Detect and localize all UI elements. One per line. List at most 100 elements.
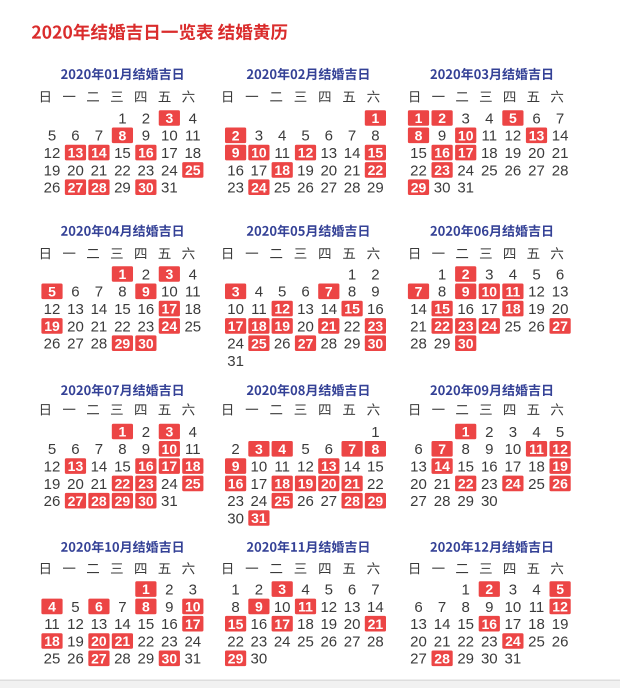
svg-text:17: 17	[162, 301, 178, 317]
svg-text:28: 28	[344, 493, 360, 509]
svg-text:16: 16	[482, 616, 498, 632]
svg-text:8: 8	[438, 284, 446, 301]
svg-text:18: 18	[274, 476, 290, 492]
svg-text:26: 26	[44, 336, 61, 353]
svg-text:1: 1	[415, 110, 423, 126]
svg-text:21: 21	[321, 318, 337, 334]
svg-text:30: 30	[368, 335, 384, 351]
svg-text:6: 6	[71, 128, 79, 145]
svg-text:21: 21	[552, 145, 569, 162]
svg-text:6: 6	[556, 266, 564, 283]
svg-text:19: 19	[505, 145, 522, 162]
svg-text:2: 2	[142, 110, 150, 127]
svg-text:4: 4	[301, 582, 309, 599]
svg-text:14: 14	[552, 128, 569, 145]
svg-text:19: 19	[298, 476, 314, 492]
svg-text:9: 9	[485, 599, 493, 616]
svg-text:14: 14	[344, 459, 361, 476]
svg-text:9: 9	[232, 145, 240, 161]
svg-text:9: 9	[142, 441, 150, 458]
svg-text:15: 15	[457, 616, 474, 633]
svg-text:23: 23	[161, 633, 178, 650]
svg-text:13: 13	[529, 127, 545, 143]
svg-text:5: 5	[48, 128, 56, 145]
svg-text:18: 18	[44, 633, 60, 649]
svg-text:12: 12	[274, 301, 290, 317]
svg-text:11: 11	[529, 599, 545, 616]
svg-text:5: 5	[301, 441, 309, 458]
svg-text:2: 2	[438, 110, 446, 126]
svg-text:9: 9	[255, 599, 263, 615]
svg-text:16: 16	[161, 616, 178, 633]
svg-text:20: 20	[297, 318, 314, 335]
svg-text:3: 3	[278, 581, 286, 597]
svg-text:28: 28	[367, 633, 384, 650]
svg-text:3: 3	[232, 283, 240, 299]
svg-text:13: 13	[410, 616, 427, 633]
svg-text:21: 21	[344, 162, 361, 179]
svg-text:19: 19	[44, 476, 61, 493]
svg-text:29: 29	[457, 651, 474, 668]
svg-text:10: 10	[505, 599, 522, 616]
svg-text:12: 12	[44, 459, 61, 476]
svg-text:26: 26	[274, 336, 291, 353]
svg-text:25: 25	[297, 633, 314, 650]
svg-text:25: 25	[184, 318, 201, 335]
svg-text:26: 26	[505, 162, 522, 179]
svg-text:9: 9	[485, 441, 493, 458]
svg-text:11: 11	[529, 441, 544, 457]
svg-text:24: 24	[162, 318, 178, 334]
svg-text:15: 15	[434, 301, 450, 317]
svg-text:29: 29	[138, 651, 155, 668]
svg-text:24: 24	[274, 633, 291, 650]
svg-text:12: 12	[44, 301, 61, 318]
svg-text:3: 3	[189, 582, 197, 599]
svg-text:30: 30	[251, 651, 268, 668]
svg-text:22: 22	[344, 318, 361, 335]
svg-text:21: 21	[115, 633, 131, 649]
svg-text:7: 7	[348, 128, 356, 145]
svg-text:4: 4	[189, 110, 197, 127]
svg-text:31: 31	[505, 651, 522, 668]
svg-text:14: 14	[320, 301, 337, 318]
svg-text:10: 10	[482, 283, 498, 299]
svg-text:21: 21	[344, 476, 360, 492]
svg-text:17: 17	[161, 145, 178, 162]
svg-text:19: 19	[528, 301, 545, 318]
svg-text:31: 31	[457, 180, 474, 197]
svg-text:3: 3	[255, 128, 263, 145]
svg-text:14: 14	[91, 459, 108, 476]
svg-text:9: 9	[371, 284, 379, 301]
svg-text:19: 19	[552, 458, 568, 474]
svg-text:20: 20	[67, 318, 84, 335]
svg-text:9: 9	[165, 599, 173, 616]
svg-text:23: 23	[251, 633, 268, 650]
svg-text:6: 6	[71, 441, 79, 458]
svg-text:28: 28	[91, 336, 108, 353]
svg-text:15: 15	[344, 301, 360, 317]
svg-text:30: 30	[138, 179, 154, 195]
svg-text:25: 25	[185, 162, 201, 178]
svg-text:8: 8	[462, 441, 470, 458]
svg-text:24: 24	[251, 179, 267, 195]
svg-text:8: 8	[371, 128, 379, 145]
svg-text:6: 6	[95, 599, 103, 615]
svg-text:21: 21	[91, 476, 108, 493]
svg-text:23: 23	[481, 476, 498, 493]
svg-text:15: 15	[410, 145, 427, 162]
svg-text:12: 12	[298, 145, 314, 161]
svg-text:28: 28	[344, 180, 361, 197]
svg-text:12: 12	[552, 599, 568, 615]
svg-text:8: 8	[118, 441, 126, 458]
svg-text:11: 11	[44, 616, 60, 633]
svg-text:27: 27	[320, 493, 337, 510]
svg-text:3: 3	[165, 110, 173, 126]
svg-text:18: 18	[184, 301, 201, 318]
svg-text:25: 25	[481, 162, 498, 179]
svg-text:9: 9	[232, 458, 240, 474]
svg-text:4: 4	[189, 424, 197, 441]
svg-text:10: 10	[185, 599, 201, 615]
svg-text:8: 8	[348, 284, 356, 301]
svg-text:27: 27	[410, 493, 427, 510]
svg-text:21: 21	[368, 616, 384, 632]
